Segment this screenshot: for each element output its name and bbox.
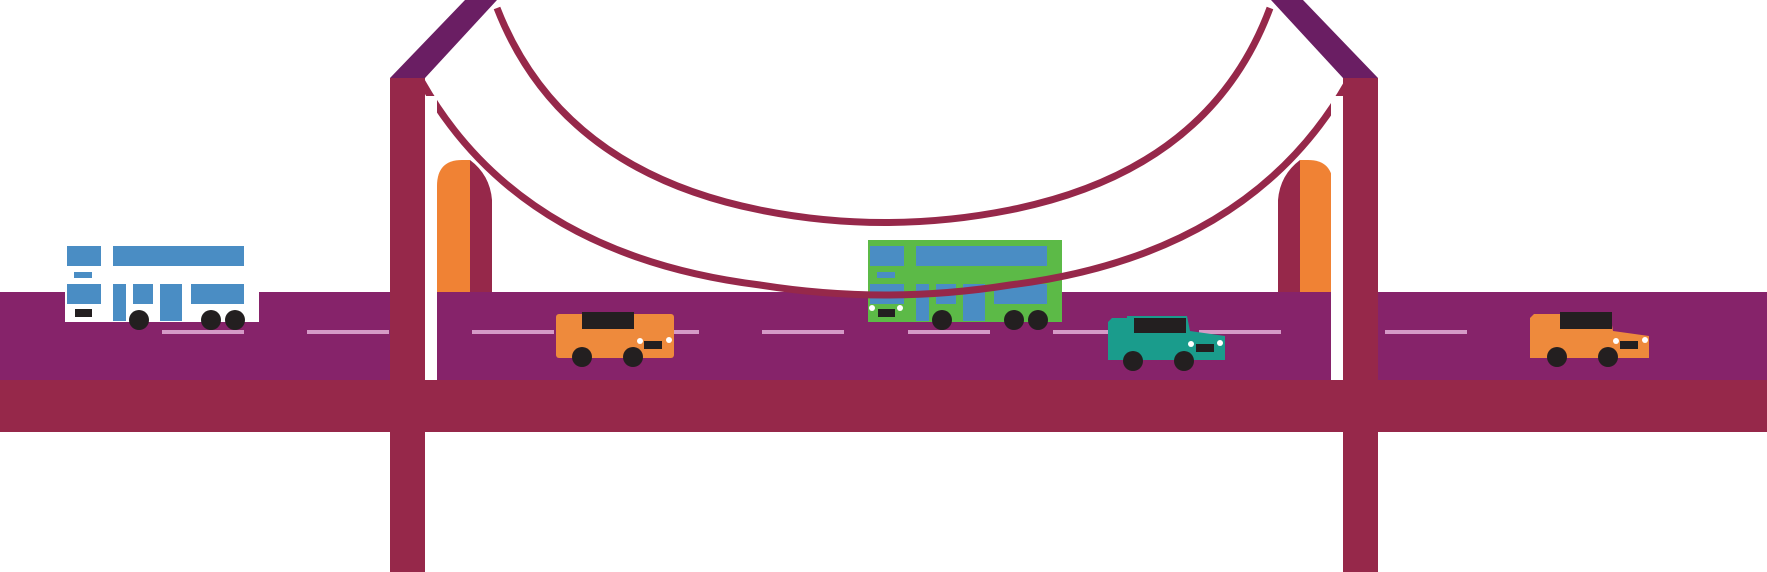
front-main-cable <box>418 80 1352 299</box>
vehicle-bus-green <box>868 240 1062 330</box>
left-tower-cap <box>390 0 497 78</box>
right-tower-cap <box>1271 0 1378 78</box>
right-orange-arch <box>1300 160 1333 292</box>
right-tower-inner-gap <box>1331 96 1343 380</box>
left-tower <box>390 78 425 572</box>
back-main-cable <box>493 6 1274 226</box>
vehicle-taxi-orange-1 <box>556 312 674 367</box>
left-orange-arch <box>437 160 470 292</box>
lane-markers <box>162 330 1467 334</box>
left-inner-hanger <box>470 160 492 310</box>
vehicle-car-teal <box>1108 316 1225 371</box>
vehicle-bus-white <box>65 240 259 330</box>
vehicle-taxi-orange-2 <box>1530 312 1649 367</box>
road-deck-base <box>0 380 1767 432</box>
right-inner-hanger <box>1278 160 1300 310</box>
right-tower <box>1343 78 1378 572</box>
left-tower-inner-gap <box>425 96 437 380</box>
